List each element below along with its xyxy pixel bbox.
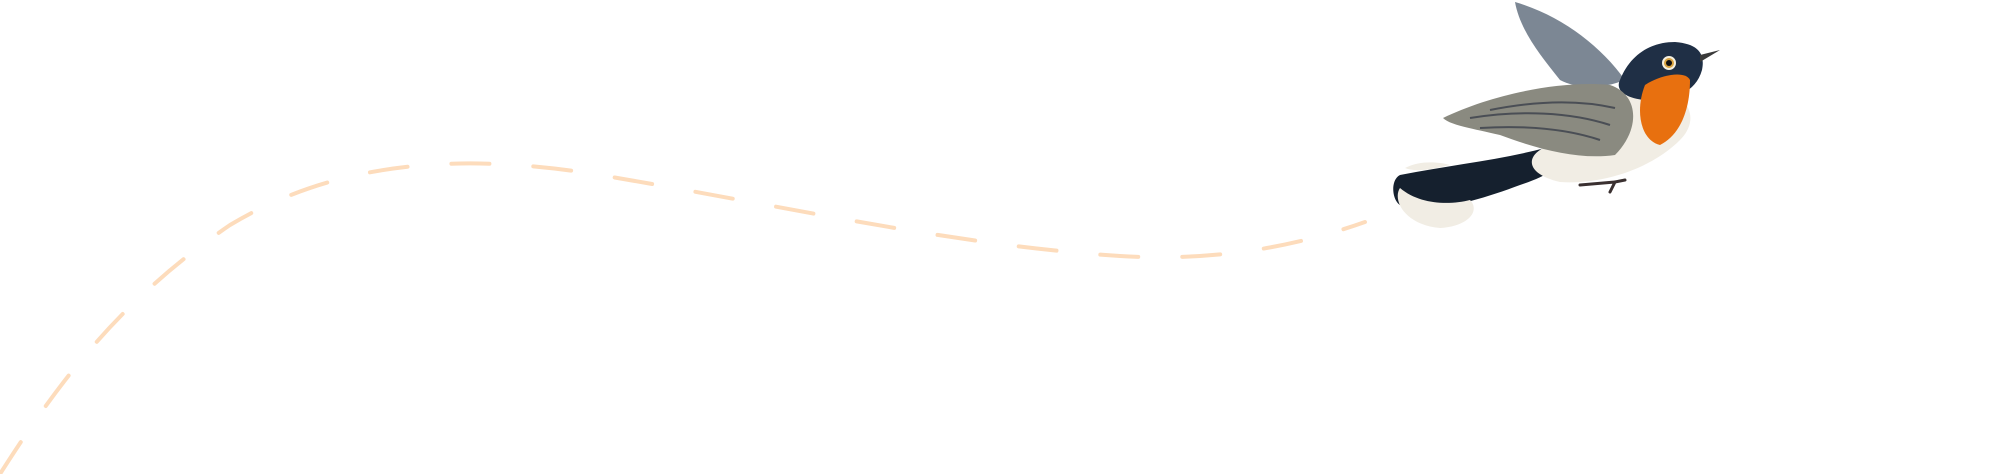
bird-front-wing (1443, 84, 1634, 157)
bird-icon (1393, 2, 1720, 228)
bird-tail-tip (1397, 188, 1474, 228)
bird-throat (1640, 74, 1690, 145)
dashed-flight-path (0, 161, 1367, 474)
bird-beak (1700, 50, 1720, 62)
bird-back-wing (1515, 2, 1625, 87)
bird-foot (1578, 178, 1627, 194)
bird-tail (1393, 148, 1561, 209)
